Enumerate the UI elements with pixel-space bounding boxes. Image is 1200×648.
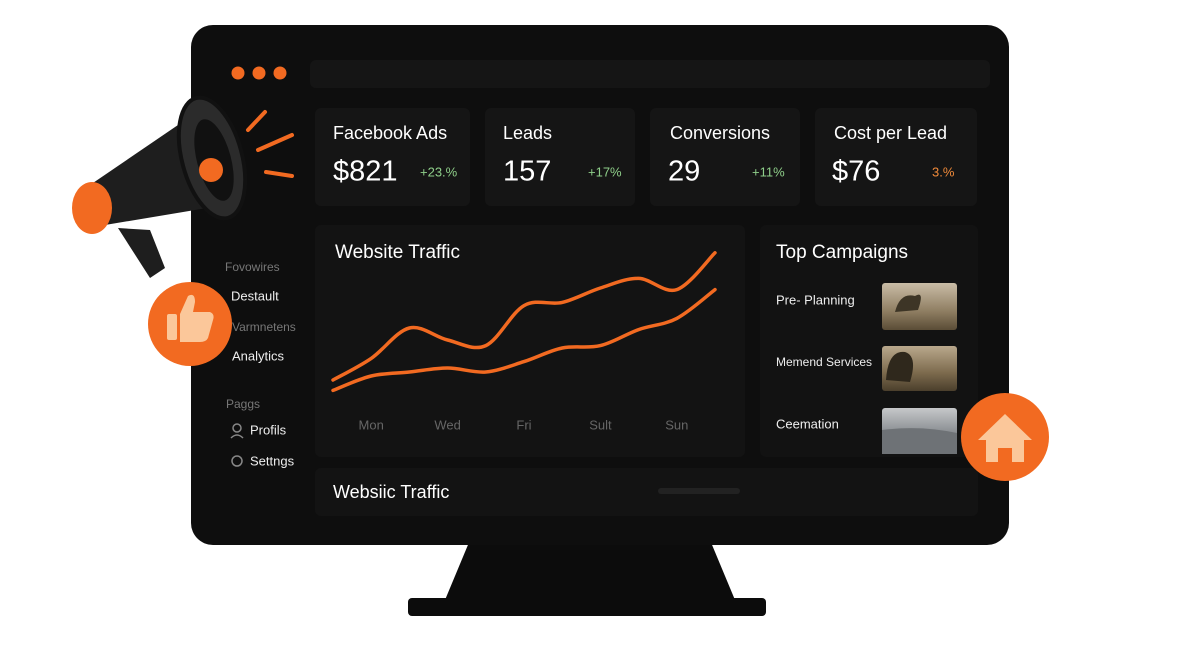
kpi-title: Leads bbox=[503, 123, 552, 143]
kpi-change: +11% bbox=[752, 164, 785, 179]
kpi-value: 29 bbox=[668, 156, 700, 188]
line-chart: Mon Wed Fri Sult Sun bbox=[331, 251, 717, 432]
kpi-title: Cost per Lead bbox=[834, 123, 947, 143]
home-badge bbox=[961, 393, 1049, 481]
thumbs-up-badge bbox=[148, 282, 232, 366]
window-dot bbox=[273, 66, 287, 80]
campaign-name[interactable]: Ceemation bbox=[776, 416, 839, 431]
footer-card-title: Websiic Traffic bbox=[333, 482, 449, 502]
kpi-title: Conversions bbox=[670, 123, 770, 143]
kpi-title: Facebook Ads bbox=[333, 123, 447, 143]
campaign-name[interactable]: Pre- Planning bbox=[776, 292, 855, 307]
x-tick-label: Fri bbox=[516, 417, 531, 432]
kpi-card bbox=[485, 108, 635, 206]
monitor-stand bbox=[445, 540, 735, 600]
x-tick-label: Sult bbox=[589, 417, 612, 432]
campaign-image bbox=[886, 351, 914, 382]
kpi-change: 3.% bbox=[932, 164, 955, 179]
sidebar-item[interactable]: Settngs bbox=[250, 453, 295, 468]
sidebar-item[interactable]: Destault bbox=[231, 288, 279, 303]
monitor-base bbox=[408, 598, 766, 616]
x-tick-label: Wed bbox=[434, 417, 461, 432]
window-dot bbox=[252, 66, 266, 80]
window-dot bbox=[231, 66, 245, 80]
sidebar-heading: Fovowires bbox=[225, 260, 280, 274]
megaphone bbox=[72, 95, 294, 278]
kpi-value: $76 bbox=[832, 156, 880, 188]
x-tick-label: Sun bbox=[665, 417, 688, 432]
kpi-change: +17% bbox=[588, 164, 622, 179]
chart-title: Website Traffic bbox=[335, 242, 460, 263]
sidebar-item[interactable]: Analytics bbox=[232, 348, 285, 363]
traffic-line bbox=[331, 287, 717, 393]
profile-icon bbox=[232, 423, 242, 433]
sidebar-heading: Paggs bbox=[226, 397, 260, 411]
campaign-image bbox=[882, 428, 957, 454]
footer-card bbox=[315, 468, 978, 516]
sidebar-heading: Varmnetens bbox=[232, 320, 296, 334]
footer-bar bbox=[658, 488, 740, 494]
campaign-image bbox=[895, 294, 921, 312]
sidebar: Fovowires Destault Varmnetens Analytics … bbox=[225, 260, 296, 468]
kpi-change: +23.% bbox=[420, 164, 458, 179]
campaign-name[interactable]: Memend Services bbox=[776, 355, 872, 369]
kpi-card bbox=[815, 108, 977, 206]
kpi-value: 157 bbox=[503, 156, 551, 188]
campaigns-title: Top Campaigns bbox=[776, 242, 908, 263]
chart-card bbox=[315, 225, 745, 457]
sidebar-item[interactable]: Profils bbox=[250, 422, 287, 437]
kpi-cards: Facebook Ads $821 +23.% Leads 157 +17% C… bbox=[315, 108, 977, 206]
top-bar bbox=[310, 60, 990, 88]
kpi-card bbox=[315, 108, 470, 206]
x-tick-label: Mon bbox=[359, 417, 384, 432]
kpi-value: $821 bbox=[333, 156, 398, 188]
campaign-image bbox=[882, 283, 957, 330]
settings-icon bbox=[231, 455, 243, 467]
kpi-card bbox=[650, 108, 800, 206]
traffic-line bbox=[331, 251, 717, 382]
profile-icon bbox=[230, 434, 244, 439]
